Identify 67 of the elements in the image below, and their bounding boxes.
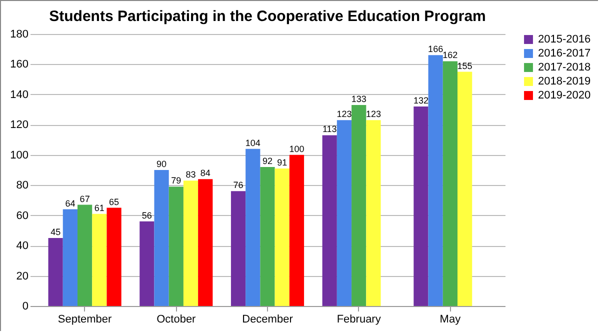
data-label: 64 (65, 198, 76, 208)
y-tick-label: 180 (10, 28, 28, 40)
bar (154, 170, 169, 306)
bar (48, 238, 63, 306)
bar (246, 148, 260, 306)
data-label: 123 (336, 109, 352, 120)
data-label: 132 (413, 96, 428, 106)
legend-label: 2015-2016 (538, 34, 591, 46)
data-label: 133 (351, 94, 366, 104)
data-label: 76 (233, 180, 244, 190)
x-tick-label: February (336, 314, 382, 326)
data-label: 45 (50, 227, 61, 237)
bar (289, 154, 304, 306)
bar (198, 179, 213, 306)
y-tick-label: 120 (10, 119, 28, 132)
legend-label: 2016-2017 (538, 48, 591, 60)
bar (274, 168, 290, 306)
bar (336, 120, 352, 306)
data-label: 113 (322, 124, 337, 134)
data-label: 100 (289, 144, 304, 154)
y-tick-label: 160 (10, 58, 28, 71)
bar (260, 166, 275, 306)
y-tick-label: 100 (10, 149, 28, 162)
data-label: 83 (186, 170, 196, 180)
bar (428, 55, 443, 306)
data-label: 155 (457, 60, 472, 71)
bar (183, 180, 198, 306)
chart-title: Students Participating in the Cooperative Education Program (49, 8, 486, 25)
data-label: 104 (245, 138, 260, 148)
bar (168, 186, 184, 306)
bar (140, 221, 154, 306)
y-tick-label: 0 (22, 300, 28, 312)
data-label: 79 (171, 176, 182, 186)
bar (458, 72, 472, 306)
y-tick-label: 60 (16, 210, 28, 222)
y-tick-label: 40 (16, 240, 28, 252)
bar (230, 191, 246, 306)
bar (106, 208, 122, 306)
bar (322, 135, 337, 306)
legend-label: 2017-2018 (538, 62, 591, 74)
data-label: 92 (262, 156, 273, 166)
bar (442, 61, 458, 306)
data-label: 84 (200, 168, 210, 178)
data-label: 91 (277, 157, 288, 168)
y-tick-label: 140 (10, 88, 28, 101)
bar (78, 204, 92, 306)
legend-label: 2018-2019 (538, 76, 591, 88)
x-tick-label: December (242, 314, 294, 326)
data-label: 61 (94, 202, 104, 213)
x-tick-label: May (440, 314, 462, 326)
bar (366, 120, 381, 306)
data-label: 67 (80, 194, 90, 204)
data-label: 90 (156, 159, 167, 169)
y-tick-label: 80 (16, 180, 28, 192)
x-tick-label: October (156, 314, 196, 326)
data-label: 65 (109, 196, 120, 207)
y-tick-label: 20 (16, 270, 28, 282)
data-label: 162 (442, 50, 458, 60)
bar (352, 105, 366, 306)
x-tick-label: September (58, 314, 112, 326)
bar (92, 214, 107, 306)
data-label: 123 (366, 109, 381, 120)
bar (414, 106, 428, 306)
data-label: 56 (142, 210, 152, 220)
bar (62, 209, 78, 306)
legend-label: 2019-2020 (538, 90, 591, 102)
data-label: 166 (428, 44, 444, 54)
